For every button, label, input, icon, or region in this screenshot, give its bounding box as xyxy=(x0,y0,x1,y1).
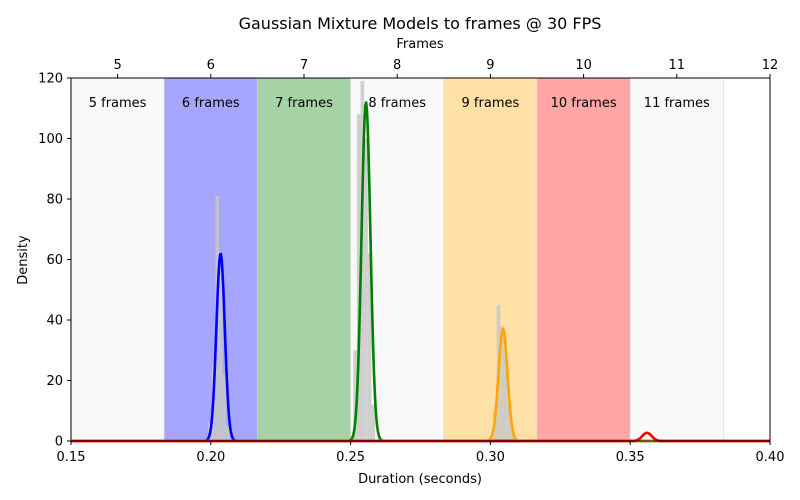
top-tick-label: 10 xyxy=(575,58,592,73)
frame-band-label-8: 8 frames xyxy=(368,96,426,111)
y-tick-label: 40 xyxy=(46,314,63,329)
y-tick-label: 120 xyxy=(38,72,63,87)
frame-band-label-11: 11 frames xyxy=(644,96,710,111)
x-tick-label: 0.35 xyxy=(616,450,645,465)
frame-band-label-5: 5 frames xyxy=(89,96,147,111)
frame-band-11 xyxy=(629,77,724,442)
histogram-bar xyxy=(367,253,372,441)
histogram-bar xyxy=(226,425,230,441)
x-tick-label: 0.15 xyxy=(57,450,86,465)
top-tick-label: 6 xyxy=(207,58,215,73)
axes: 0.15 0.20 0.25 0.30 0.35 0.40 0 20 40 60 80 100 120 5… xyxy=(38,58,784,465)
y-tick-label: 80 xyxy=(46,193,63,208)
x-tick-label: 0.25 xyxy=(336,450,365,465)
frame-band-9 xyxy=(443,77,538,442)
x-tick-label: 0.30 xyxy=(476,450,505,465)
frame-band-label-7: 7 frames xyxy=(275,96,333,111)
top-tick-label: 7 xyxy=(300,58,308,73)
top-tick-label: 12 xyxy=(762,58,779,73)
histogram-bar xyxy=(507,404,512,441)
x-tick-label: 0.20 xyxy=(196,450,225,465)
frame-bands: 5 frames 6 frames 7 frames 8 frames 9 frames… xyxy=(70,77,724,442)
histogram-bar xyxy=(356,114,361,442)
top-tick-label: 8 xyxy=(393,58,401,73)
y-tick-label: 0 xyxy=(55,435,63,450)
frame-band-10 xyxy=(536,77,631,442)
top-tick-label: 9 xyxy=(486,58,494,73)
histogram-bar xyxy=(503,350,508,441)
histogram-bar xyxy=(371,404,376,441)
y-tick-label: 100 xyxy=(38,132,63,147)
top-tick-label: 5 xyxy=(113,58,121,73)
y-tick-label: 60 xyxy=(46,253,63,268)
frame-band-label-9: 9 frames xyxy=(462,96,520,111)
y-tick-label: 20 xyxy=(46,374,63,389)
histogram-bar xyxy=(353,350,357,441)
x-tick-label: 0.40 xyxy=(756,450,785,465)
chart-title: Gaussian Mixture Models to frames @ 30 F… xyxy=(239,14,602,33)
y-axis-title: Density xyxy=(16,235,31,285)
top-axis-title: Frames xyxy=(396,37,444,52)
histogram-bar xyxy=(364,138,368,441)
top-tick-label: 11 xyxy=(669,58,686,73)
x-axis-title: Duration (seconds) xyxy=(358,472,482,487)
histogram-bar xyxy=(360,81,365,442)
frame-band-label-6: 6 frames xyxy=(182,96,240,111)
histogram-bar xyxy=(500,326,504,441)
frame-band-5 xyxy=(70,77,165,442)
frame-band-6 xyxy=(163,77,258,442)
frame-band-label-10: 10 frames xyxy=(551,96,617,111)
frame-band-7 xyxy=(257,77,351,442)
histogram-bar xyxy=(222,374,227,441)
histogram-bar xyxy=(219,274,223,441)
